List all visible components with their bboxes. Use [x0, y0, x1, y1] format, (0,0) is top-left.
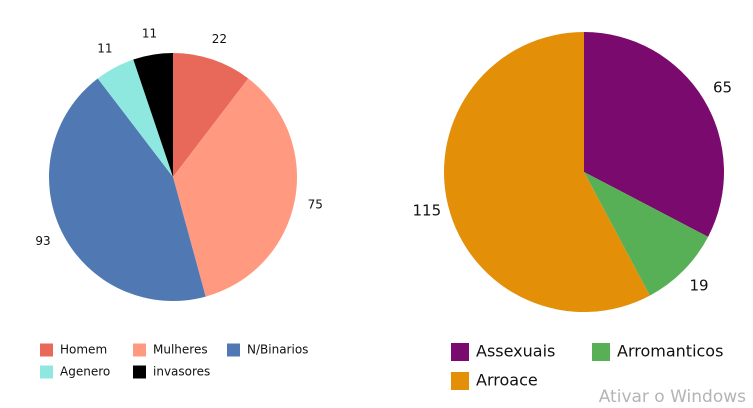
pie-slice [173, 53, 249, 177]
data-label: 11 [142, 26, 157, 40]
pie-slice [133, 53, 173, 177]
legend-swatch [40, 343, 53, 357]
legend-label: Arroace [476, 371, 538, 390]
pie-slice [97, 59, 173, 177]
legend-swatch [451, 343, 469, 361]
data-label: 22 [212, 32, 227, 46]
pie-slice [173, 78, 297, 297]
pie-slice [444, 32, 650, 312]
data-label: 93 [35, 234, 50, 248]
legend-swatch [133, 343, 146, 357]
legend-swatch [133, 365, 146, 379]
legend-label: Mulheres [153, 343, 208, 357]
pie-slice [584, 172, 709, 296]
data-label: 65 [713, 79, 732, 97]
watermark: Ativar o Windows [599, 387, 746, 404]
legend-label: Arromanticos [617, 342, 723, 361]
legend-swatch [592, 343, 610, 361]
data-label: 19 [689, 277, 708, 295]
legend-swatch [227, 343, 240, 357]
legend-label: Assexuais [476, 342, 555, 361]
data-label: 115 [413, 202, 442, 220]
legend-label: Agenero [60, 365, 110, 379]
legend-label: Homem [60, 343, 107, 357]
pie-slice [49, 78, 206, 301]
pie-slice [584, 32, 724, 237]
legend-label: N/Binarios [247, 343, 308, 357]
legend-label: invasores [153, 365, 210, 379]
data-label: 11 [97, 41, 112, 55]
data-label: 75 [308, 197, 323, 211]
legend-swatch [40, 365, 53, 379]
legend-swatch [451, 372, 469, 390]
